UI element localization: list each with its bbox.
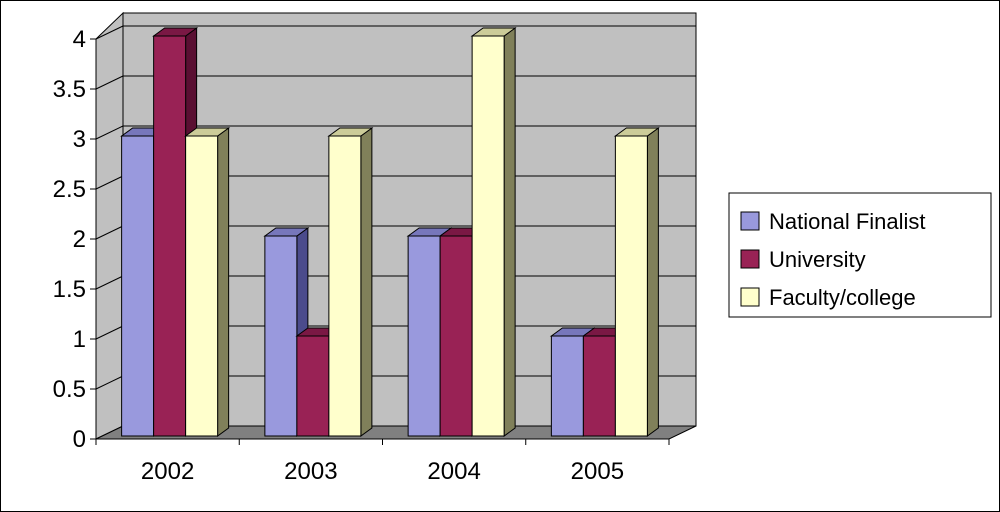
legend-label: Faculty/college xyxy=(769,285,916,310)
bar-2005-0 xyxy=(550,335,584,437)
gridline-side xyxy=(95,25,124,40)
bars xyxy=(120,27,660,437)
side-wall xyxy=(95,11,124,440)
y-tick-label: 4 xyxy=(73,26,86,53)
y-tick-label: 1.5 xyxy=(53,276,86,303)
bar-2002-1 xyxy=(153,35,187,437)
gridline-side xyxy=(95,225,124,240)
y-tick-label: 3 xyxy=(73,126,86,153)
y-tick-label: 2 xyxy=(73,226,86,253)
gridline-side xyxy=(95,375,124,390)
y-tick-label: 0.5 xyxy=(53,376,86,403)
y-tick-label: 3.5 xyxy=(53,76,86,103)
bar-2004-2-side xyxy=(503,27,516,437)
gridline-side xyxy=(95,325,124,340)
x-category-label: 2005 xyxy=(571,458,624,485)
bar-2004-2 xyxy=(471,35,505,437)
legend: National Finalist University Faculty/colle… xyxy=(728,192,992,318)
x-category-label: 2003 xyxy=(284,458,337,485)
gridline-side xyxy=(95,125,124,140)
y-tick-label: 2.5 xyxy=(53,176,86,203)
legend-swatch xyxy=(740,211,760,231)
legend-label: National Finalist xyxy=(769,209,926,234)
gridline-side xyxy=(95,175,124,190)
y-tick-label: 0 xyxy=(73,426,86,453)
x-category-labels: 2002 2003 2004 2005 xyxy=(141,458,624,485)
y-tick-labels: 0 0.5 1 1.5 2 2.5 3 3.5 4 xyxy=(53,26,86,453)
bar-2002-0 xyxy=(121,135,155,437)
bar-2003-2 xyxy=(328,135,362,437)
bar-2003-1 xyxy=(296,335,330,437)
x-category-label: 2002 xyxy=(141,458,194,485)
bar-2004-1 xyxy=(439,235,473,437)
y-tick-label: 1 xyxy=(73,326,86,353)
legend-box xyxy=(728,192,992,318)
axes xyxy=(90,38,670,445)
bar-2003-0 xyxy=(264,235,298,437)
legend-label: University xyxy=(769,247,866,272)
gridline-side xyxy=(95,275,124,290)
legend-swatch xyxy=(740,287,760,307)
bar-2002-2-side xyxy=(217,127,230,437)
bar-2005-2 xyxy=(614,135,648,437)
gridline-side xyxy=(95,75,124,90)
bar-2004-0 xyxy=(407,235,441,437)
x-category-label: 2004 xyxy=(427,458,480,485)
bar-2002-2 xyxy=(185,135,219,437)
bar-2005-1 xyxy=(582,335,616,437)
legend-swatch xyxy=(740,249,760,269)
bar-2003-2-side xyxy=(360,127,373,437)
bar-2005-2-side xyxy=(646,127,659,437)
